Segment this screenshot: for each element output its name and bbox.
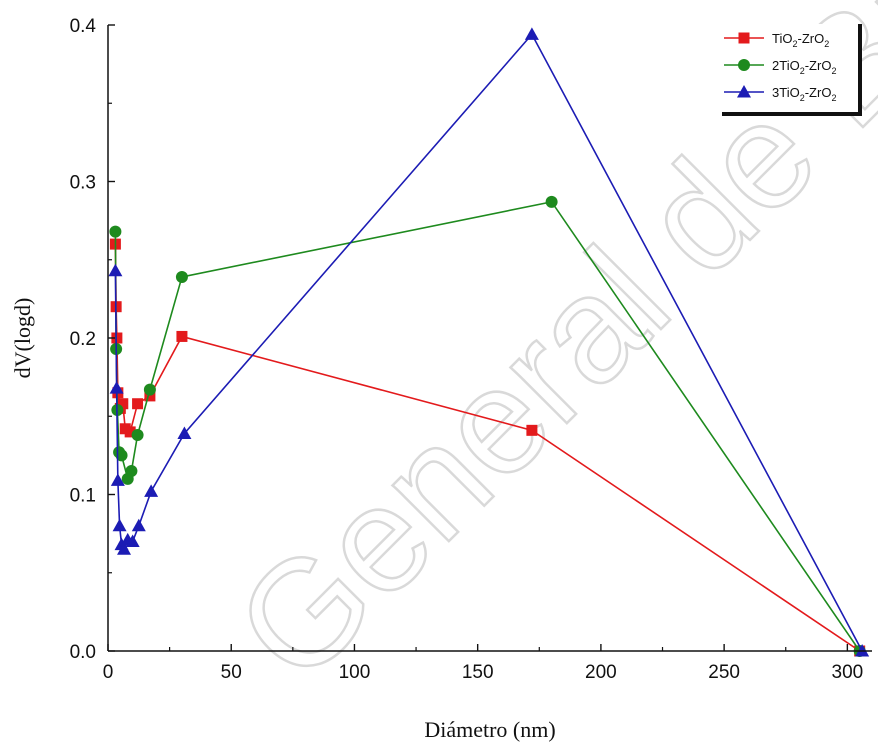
data-point (109, 381, 124, 394)
x-tick-label: 0 (103, 662, 114, 683)
data-point (143, 383, 156, 396)
legend-marker (737, 85, 751, 98)
x-tick-label: 300 (832, 662, 864, 683)
data-point (125, 465, 138, 478)
legend-marker (738, 32, 750, 44)
series-3 (108, 27, 870, 657)
data-point (117, 398, 129, 410)
data-point (115, 449, 128, 462)
x-tick-label: 250 (708, 662, 740, 683)
legend-label: 3TiO2-ZrO2 (772, 85, 836, 103)
data-point (176, 330, 188, 342)
data-point (177, 426, 192, 439)
data-point (132, 398, 144, 410)
x-axis-title: Diámetro (nm) (424, 717, 555, 742)
legend-marker (738, 59, 750, 71)
data-point (526, 424, 538, 436)
legend-label: TiO2-ZrO2 (772, 31, 829, 49)
data-point (144, 484, 159, 497)
x-tick-label: 50 (221, 662, 242, 683)
data-point (112, 518, 127, 532)
data-point (109, 225, 122, 238)
y-tick-label: 0.4 (70, 16, 97, 37)
data-point (131, 429, 144, 442)
data-point (125, 534, 140, 547)
data-point (110, 473, 125, 486)
data-point (117, 542, 132, 555)
data-point (524, 27, 539, 40)
data-point (545, 195, 558, 208)
data-point (124, 426, 136, 438)
data-point (131, 518, 146, 532)
y-tick-label: 0.3 (70, 173, 96, 194)
x-tick-label: 150 (462, 662, 494, 683)
data-point (175, 270, 188, 283)
data-point (144, 390, 156, 402)
legend-label: 2TiO2-ZrO2 (772, 58, 836, 76)
y-tick-label: 0.1 (70, 486, 96, 507)
x-tick-label: 200 (585, 662, 617, 683)
y-axis-title: dV(logd) (10, 298, 35, 379)
data-point (108, 263, 123, 277)
y-tick-label: 0.2 (70, 329, 96, 350)
x-tick-label: 100 (339, 662, 371, 683)
y-tick-label: 0.0 (70, 642, 96, 663)
